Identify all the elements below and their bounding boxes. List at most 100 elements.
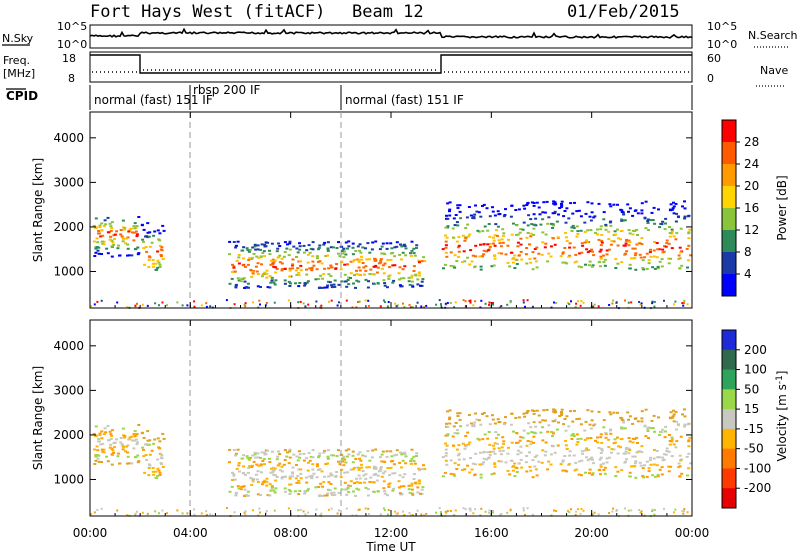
scatter-cell xyxy=(555,220,559,223)
scatter-cell xyxy=(106,439,110,442)
scatter-cell xyxy=(479,476,483,479)
scatter-cell xyxy=(564,236,568,239)
scatter-cell xyxy=(514,209,518,211)
scatter-cell xyxy=(408,491,412,494)
scatter-cell xyxy=(341,460,345,463)
scatter-cell xyxy=(574,514,577,516)
scatter-cell xyxy=(519,228,523,231)
scatter-cell xyxy=(260,243,264,246)
scatter-cell xyxy=(309,247,313,250)
scatter-cell xyxy=(93,303,96,306)
scatter-cell xyxy=(288,483,292,486)
scatter-cell xyxy=(636,234,639,236)
scatter-cell xyxy=(380,453,384,456)
scatter-cell xyxy=(667,257,671,260)
scatter-cell xyxy=(400,258,403,261)
scatter-cell xyxy=(161,432,165,435)
scatter-cell xyxy=(283,449,287,452)
scatter-cell xyxy=(620,469,624,472)
scatter-cell xyxy=(228,240,232,243)
y-tick-label: 1000 xyxy=(53,264,84,278)
scatter-cell xyxy=(228,490,232,493)
scatter-cell xyxy=(526,432,530,435)
scatter-cell xyxy=(488,423,492,426)
power-colorbar-label: Power [dB] xyxy=(775,175,789,240)
scatter-cell xyxy=(270,263,274,266)
scatter-cell xyxy=(591,458,594,461)
scatter-cell xyxy=(500,252,504,255)
scatter-cell xyxy=(593,303,596,306)
scatter-cell xyxy=(162,229,166,232)
colorbar-swatch xyxy=(722,330,736,351)
scatter-cell xyxy=(535,201,539,204)
scatter-cell xyxy=(351,461,355,464)
scatter-cell xyxy=(452,236,456,239)
scatter-cell xyxy=(494,223,498,226)
scatter-cell xyxy=(531,268,535,271)
scatter-cell xyxy=(596,233,600,236)
scatter-cell xyxy=(156,474,160,477)
scatter-cell xyxy=(254,248,258,251)
scatter-cell xyxy=(687,259,691,262)
scatter-cell xyxy=(403,245,407,248)
scatter-cell xyxy=(231,471,234,474)
scatter-cell xyxy=(121,427,125,430)
scatter-cell xyxy=(488,215,492,218)
scatter-cell xyxy=(272,469,276,472)
scatter-cell xyxy=(260,275,264,278)
scatter-cell xyxy=(126,247,130,250)
scatter-cell xyxy=(323,286,327,289)
scatter-cell xyxy=(510,441,514,444)
scatter-cell xyxy=(685,247,689,250)
scatter-cell xyxy=(165,512,168,515)
scatter-cell xyxy=(572,454,576,457)
scatter-cell xyxy=(236,277,240,280)
scatter-cell xyxy=(368,459,372,462)
scatter-cell xyxy=(516,441,520,444)
scatter-cell xyxy=(573,261,577,264)
scatter-cell xyxy=(468,263,472,266)
scatter-cell xyxy=(280,257,284,260)
scatter-cell xyxy=(308,475,312,478)
scatter-cell xyxy=(241,472,245,475)
scatter-cell xyxy=(669,465,673,468)
cpid-panel: CPID normal (fast) 151 IF rbsp 200 IF no… xyxy=(6,83,693,110)
scatter-cell xyxy=(367,258,371,261)
scatter-cell xyxy=(578,460,582,463)
scatter-cell xyxy=(446,225,450,228)
scatter-cell xyxy=(597,202,601,205)
colorbar-tick-label: -15 xyxy=(744,422,764,436)
scatter-cell xyxy=(242,257,246,260)
scatter-cell xyxy=(304,305,307,308)
scatter-cell xyxy=(256,470,260,473)
scatter-cell xyxy=(664,453,668,456)
scatter-cell xyxy=(504,416,507,419)
scatter-cell xyxy=(410,249,414,252)
scatter-cell xyxy=(612,240,616,243)
scatter-cell xyxy=(607,238,611,241)
scatter-cell xyxy=(228,461,231,464)
scatter-cell xyxy=(616,244,620,247)
scatter-cell xyxy=(385,242,389,245)
scatter-cell xyxy=(687,237,691,240)
scatter-cell xyxy=(602,261,606,263)
scatter-cell xyxy=(456,415,460,417)
scatter-cell xyxy=(649,463,653,466)
colorbar-swatch xyxy=(722,389,736,410)
scatter-cell xyxy=(132,231,136,234)
velocity-frame xyxy=(89,319,693,517)
scatter-cell xyxy=(349,480,353,483)
scatter-cell xyxy=(242,246,246,249)
scatter-cell xyxy=(674,508,677,511)
scatter-cell xyxy=(357,474,361,477)
scatter-cell xyxy=(510,412,514,415)
scatter-cell xyxy=(100,240,104,243)
scatter-cell xyxy=(408,512,411,514)
scatter-cell xyxy=(546,260,550,263)
scatter-cell xyxy=(482,457,486,460)
scatter-cell xyxy=(604,431,608,434)
scatter-cell xyxy=(234,284,238,287)
scatter-cell xyxy=(592,513,595,516)
scatter-cell xyxy=(655,464,659,467)
scatter-cell xyxy=(407,280,411,283)
